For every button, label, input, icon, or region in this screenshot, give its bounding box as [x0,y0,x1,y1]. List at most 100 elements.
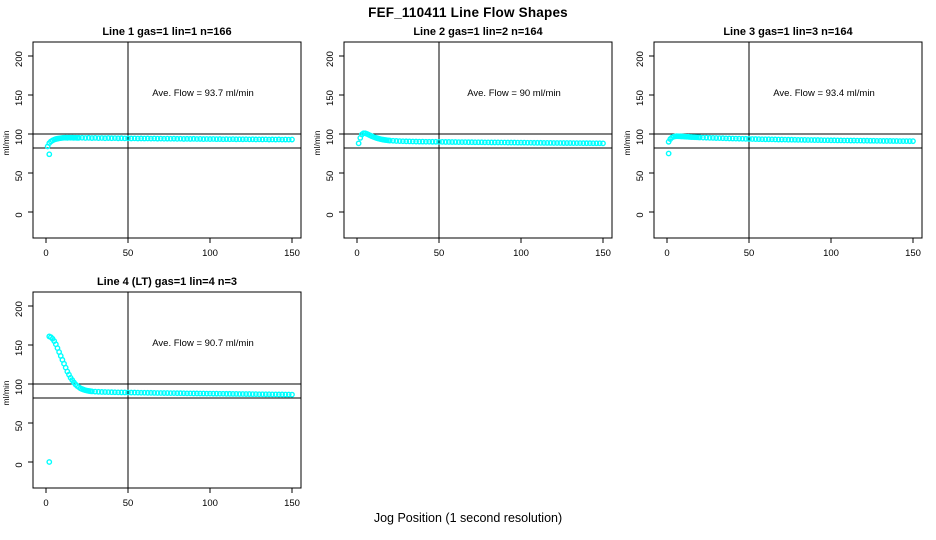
data-point [134,135,141,142]
data-point [213,390,220,397]
data-point [518,139,524,146]
data-point [821,137,828,144]
data-point [755,136,762,143]
data-point [831,137,838,144]
data-point [452,139,459,145]
data-point [409,138,416,145]
data-point [216,136,223,142]
y-tick-label: 50 [14,421,25,432]
data-point [534,139,541,146]
data-point [272,391,279,398]
x-tick-label: 50 [123,498,134,509]
data-point [223,136,230,143]
data-point [285,391,292,398]
data-point [462,139,469,146]
data-point [200,390,207,397]
y-tick-label: 0 [635,212,646,217]
y-tick-label: 0 [14,462,25,467]
data-point [253,391,259,398]
ave-flow-annotation: Ave. Flow = 93.4 ml/min [773,88,874,99]
data-point [710,134,716,141]
data-point [511,139,518,146]
data-point [174,390,181,397]
data-point [105,135,112,141]
data-point [148,135,154,142]
data-point [355,140,362,147]
data-point [580,140,587,147]
data-point [118,135,125,142]
y-tick-label: 200 [14,51,25,67]
data-point [775,136,782,143]
data-point [590,140,597,147]
data-point [233,391,240,397]
panel-title: Line 3 gas=1 lin=3 n=164 [723,26,853,38]
data-point [459,139,465,146]
data-point [723,135,729,142]
data-point [847,137,854,144]
data-point [262,391,269,398]
data-point [141,135,148,142]
plot-box [32,291,302,489]
ave-flow-annotation: Ave. Flow = 90.7 ml/min [152,338,253,349]
data-point [472,139,478,146]
data-point [393,138,400,144]
panel-title: Line 2 gas=1 lin=2 n=164 [413,26,543,38]
data-point [870,137,877,144]
data-point [157,135,164,142]
data-point [105,389,112,396]
data-point [752,136,759,142]
data-point [854,137,861,144]
data-point [230,136,236,143]
data-point [887,138,893,144]
data-point [778,136,785,143]
data-point [739,135,746,142]
data-point [89,135,95,141]
data-point [910,138,916,145]
data-point [857,137,864,144]
y-axis-label: ml/min [1,130,11,155]
data-point [282,391,289,398]
data-point [115,389,122,396]
data-point [762,136,769,143]
data-point [801,137,808,143]
data-point [236,136,243,143]
panel-4: Line 4 (LT) gas=1 lin=4 n=3 0 50 100 150 200 0… [1,276,302,509]
data-point [785,136,792,143]
data-point [406,138,413,145]
data-point [128,135,135,142]
data-point [795,136,802,143]
data-point [537,139,544,146]
data-point [416,138,423,145]
data-point [811,137,818,143]
data-point [814,137,821,143]
data-point [187,390,194,397]
data-point [765,136,772,143]
data-point [111,389,118,396]
data-point [508,139,515,146]
data-point [220,136,227,143]
data-point [570,140,577,147]
data-point [429,138,436,145]
data-point [586,140,593,147]
panel-3: Line 3 gas=1 lin=3 n=164 0 50 100 150 200 0 50 1… [622,26,923,259]
data-point [877,137,884,144]
data-point [226,136,233,143]
data-point [230,391,236,397]
data-point [197,390,204,397]
data-point [102,389,108,395]
data-point [772,136,779,143]
data-point [262,136,269,143]
x-tick-label: 150 [284,248,300,259]
data-point [478,139,485,146]
data-point [867,137,874,144]
data-point [190,135,197,142]
data-point [442,139,449,145]
y-tick-label: 150 [14,340,25,356]
data-point [834,137,841,144]
data-point [115,135,122,142]
data-point [177,390,184,397]
plot-box [653,41,923,239]
data-point [164,390,171,396]
data-point [468,139,475,146]
